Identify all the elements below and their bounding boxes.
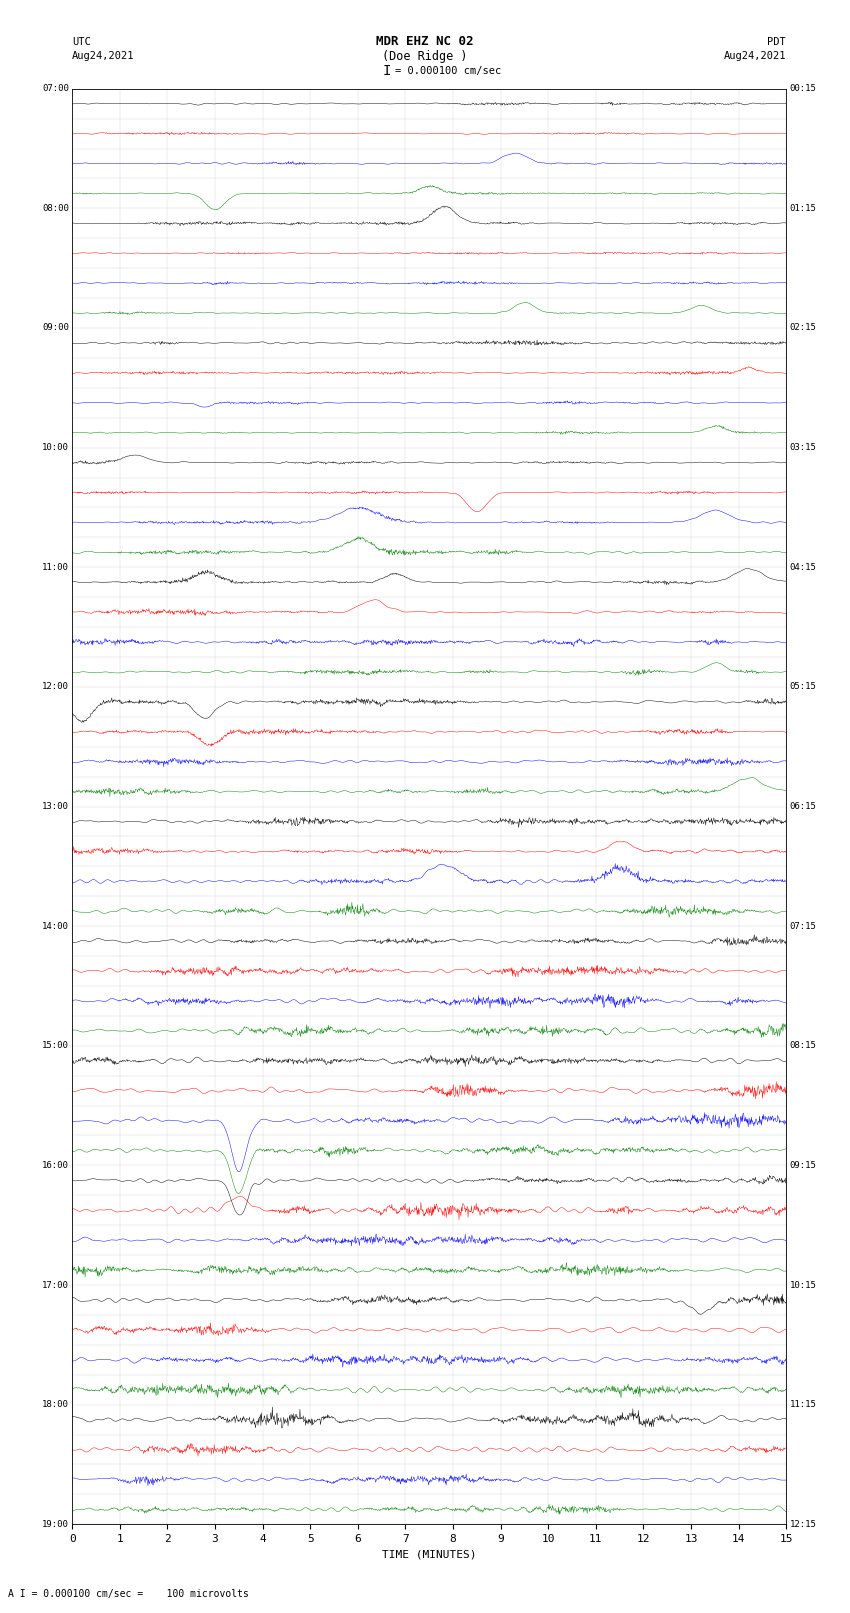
Text: 15:00: 15:00 (42, 1042, 69, 1050)
Text: 06:15: 06:15 (790, 802, 817, 811)
Text: 09:15: 09:15 (790, 1161, 817, 1169)
Text: 07:00: 07:00 (42, 84, 69, 94)
Text: 01:15: 01:15 (790, 203, 817, 213)
Text: A I = 0.000100 cm/sec =    100 microvolts: A I = 0.000100 cm/sec = 100 microvolts (8, 1589, 249, 1598)
Text: UTC: UTC (72, 37, 91, 47)
Text: 13:00: 13:00 (42, 802, 69, 811)
Text: I: I (382, 65, 391, 77)
Text: 19:00: 19:00 (42, 1519, 69, 1529)
Text: 12:15: 12:15 (790, 1519, 817, 1529)
Text: 10:00: 10:00 (42, 444, 69, 452)
Text: 08:00: 08:00 (42, 203, 69, 213)
Text: = 0.000100 cm/sec: = 0.000100 cm/sec (395, 66, 501, 76)
Text: 03:15: 03:15 (790, 444, 817, 452)
X-axis label: TIME (MINUTES): TIME (MINUTES) (382, 1550, 477, 1560)
Text: 07:15: 07:15 (790, 921, 817, 931)
Text: MDR EHZ NC 02: MDR EHZ NC 02 (377, 35, 473, 48)
Text: 02:15: 02:15 (790, 324, 817, 332)
Text: 18:00: 18:00 (42, 1400, 69, 1410)
Text: 17:00: 17:00 (42, 1281, 69, 1289)
Text: PDT: PDT (768, 37, 786, 47)
Text: Aug24,2021: Aug24,2021 (72, 52, 135, 61)
Text: 08:15: 08:15 (790, 1042, 817, 1050)
Text: 09:00: 09:00 (42, 324, 69, 332)
Text: 04:15: 04:15 (790, 563, 817, 571)
Text: 00:15: 00:15 (790, 84, 817, 94)
Text: Aug24,2021: Aug24,2021 (723, 52, 786, 61)
Text: 05:15: 05:15 (790, 682, 817, 692)
Text: 11:00: 11:00 (42, 563, 69, 571)
Text: 10:15: 10:15 (790, 1281, 817, 1289)
Text: 14:00: 14:00 (42, 921, 69, 931)
Text: 11:15: 11:15 (790, 1400, 817, 1410)
Text: 12:00: 12:00 (42, 682, 69, 692)
Text: (Doe Ridge ): (Doe Ridge ) (382, 50, 468, 63)
Text: 16:00: 16:00 (42, 1161, 69, 1169)
